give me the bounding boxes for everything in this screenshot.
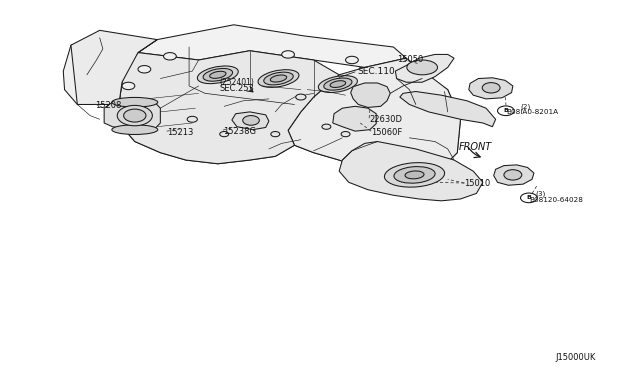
Text: 22630D: 22630D bbox=[369, 115, 402, 124]
Ellipse shape bbox=[124, 109, 146, 122]
Ellipse shape bbox=[394, 167, 435, 183]
Ellipse shape bbox=[197, 66, 238, 84]
Ellipse shape bbox=[264, 72, 293, 85]
Ellipse shape bbox=[318, 76, 358, 93]
Circle shape bbox=[520, 193, 537, 203]
Circle shape bbox=[296, 94, 306, 100]
Ellipse shape bbox=[117, 105, 152, 126]
Polygon shape bbox=[396, 54, 454, 82]
Circle shape bbox=[243, 116, 259, 125]
Ellipse shape bbox=[270, 75, 287, 82]
Text: (252401): (252401) bbox=[219, 78, 254, 87]
Ellipse shape bbox=[385, 163, 445, 187]
Ellipse shape bbox=[407, 60, 438, 75]
Text: B: B bbox=[526, 195, 531, 201]
Circle shape bbox=[220, 132, 228, 137]
Ellipse shape bbox=[330, 81, 346, 87]
Polygon shape bbox=[232, 112, 269, 130]
Polygon shape bbox=[63, 39, 157, 105]
Polygon shape bbox=[138, 25, 406, 67]
Ellipse shape bbox=[112, 97, 158, 107]
Circle shape bbox=[322, 124, 331, 129]
Circle shape bbox=[282, 51, 294, 58]
Polygon shape bbox=[104, 99, 161, 131]
Circle shape bbox=[504, 170, 522, 180]
Polygon shape bbox=[71, 31, 157, 105]
Text: 15050: 15050 bbox=[397, 55, 423, 64]
Ellipse shape bbox=[258, 70, 299, 87]
Text: FRONT: FRONT bbox=[460, 142, 492, 152]
Text: (3): (3) bbox=[536, 191, 546, 198]
Circle shape bbox=[187, 116, 197, 122]
Polygon shape bbox=[119, 51, 339, 164]
Circle shape bbox=[122, 82, 135, 90]
Polygon shape bbox=[288, 58, 461, 182]
Circle shape bbox=[482, 83, 500, 93]
Ellipse shape bbox=[210, 71, 226, 78]
Circle shape bbox=[164, 52, 176, 60]
Text: SEC.253: SEC.253 bbox=[219, 84, 254, 93]
Circle shape bbox=[346, 56, 358, 64]
Text: 15060F: 15060F bbox=[371, 128, 403, 137]
Text: 15208: 15208 bbox=[95, 101, 122, 110]
Circle shape bbox=[341, 132, 350, 137]
Text: 15213: 15213 bbox=[167, 128, 193, 137]
Polygon shape bbox=[493, 165, 534, 185]
Ellipse shape bbox=[203, 68, 232, 81]
Circle shape bbox=[271, 132, 280, 137]
Circle shape bbox=[497, 106, 514, 116]
Polygon shape bbox=[351, 83, 390, 108]
Polygon shape bbox=[333, 106, 376, 131]
Ellipse shape bbox=[324, 78, 352, 90]
Polygon shape bbox=[339, 141, 483, 201]
Text: B08120-64028: B08120-64028 bbox=[529, 197, 583, 203]
Polygon shape bbox=[468, 78, 513, 99]
Text: B: B bbox=[504, 108, 508, 113]
Text: SEC.110: SEC.110 bbox=[357, 67, 395, 76]
Circle shape bbox=[138, 65, 151, 73]
Text: (2): (2) bbox=[520, 103, 530, 110]
Text: 15010: 15010 bbox=[465, 179, 491, 187]
Ellipse shape bbox=[112, 125, 158, 135]
Polygon shape bbox=[400, 92, 495, 127]
Ellipse shape bbox=[405, 171, 424, 179]
Text: 15238G: 15238G bbox=[223, 126, 256, 136]
Text: B08IA0-8201A: B08IA0-8201A bbox=[506, 109, 559, 115]
Polygon shape bbox=[119, 75, 461, 186]
Text: J15000UK: J15000UK bbox=[555, 353, 595, 362]
